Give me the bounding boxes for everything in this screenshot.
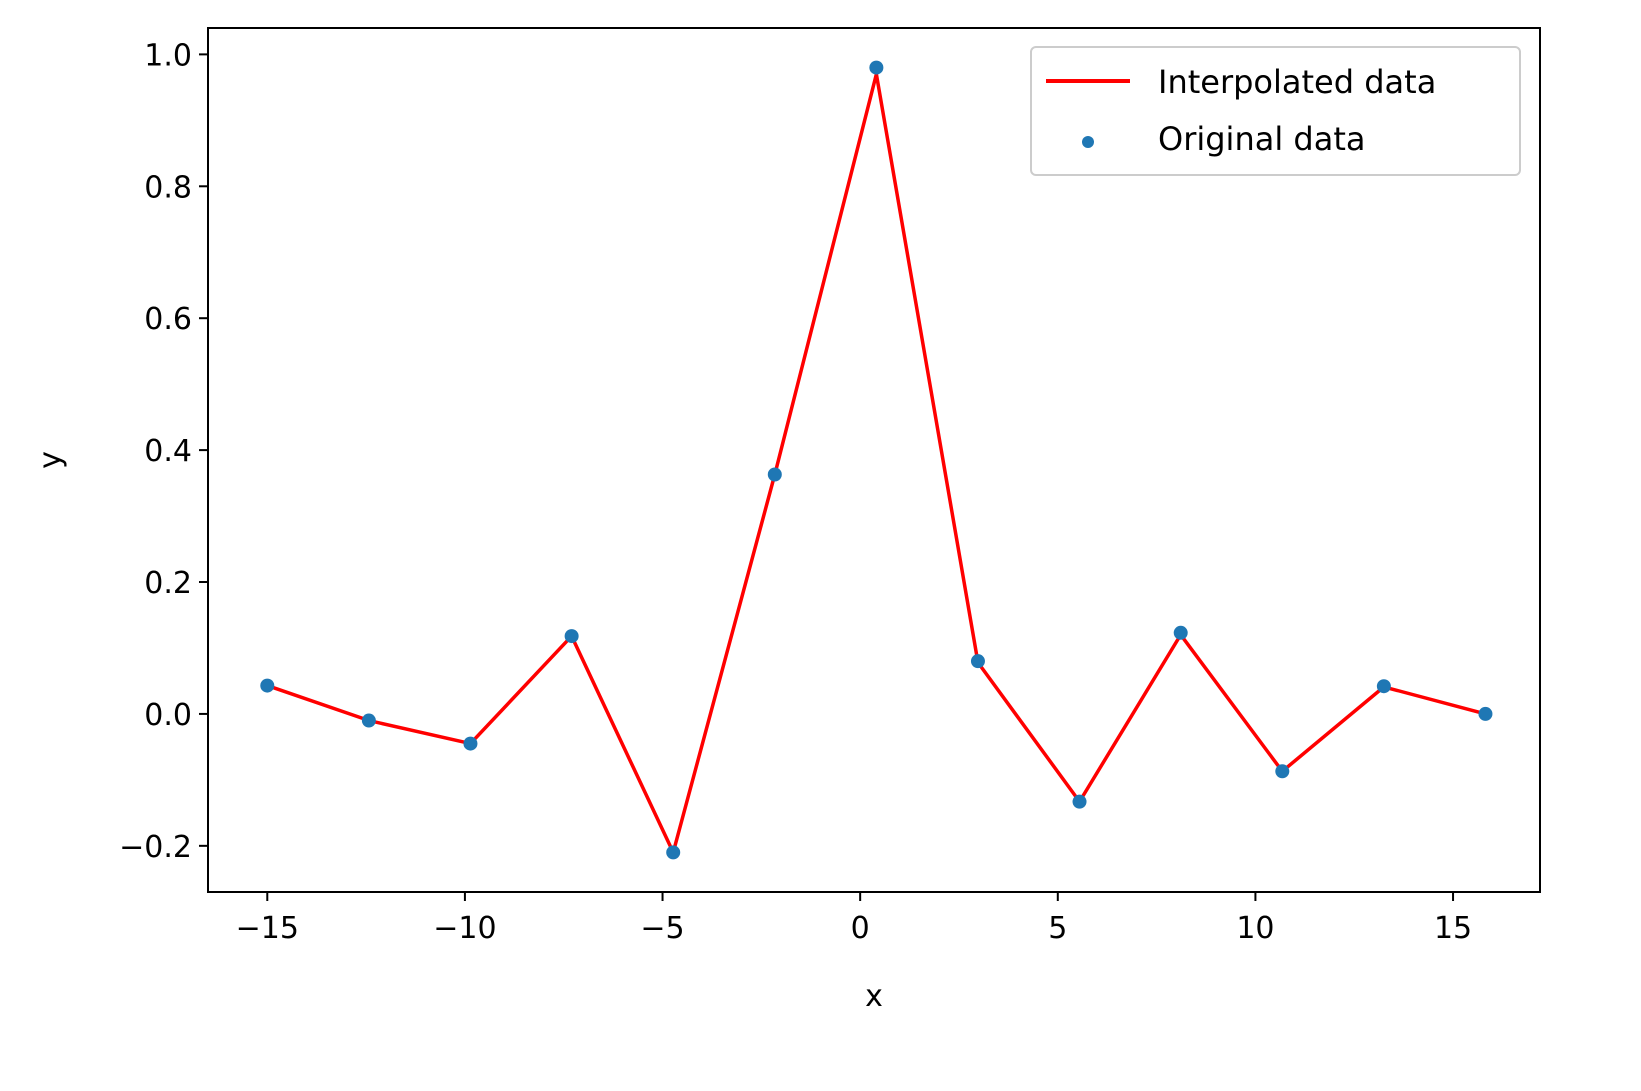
- original-data-point: [666, 845, 681, 860]
- original-data-point: [463, 736, 478, 751]
- interpolated-line: [265, 72, 1488, 855]
- legend-dot-swatch: [1082, 136, 1094, 148]
- y-tick-label: 0.0: [144, 698, 192, 733]
- original-data-point: [260, 678, 275, 693]
- interpolated-line-segment: [367, 718, 473, 746]
- original-data-point: [869, 60, 884, 75]
- legend-label-original: Original data: [1158, 120, 1365, 158]
- original-data-point: [767, 467, 782, 482]
- y-tick-label: 0.6: [144, 302, 192, 337]
- original-data-points: [260, 60, 1493, 860]
- ticks-layer: −15 −10 −5 0 5 10 15 −0.2 0.0 0.2 0.4 0.6 0.8 1.0: [119, 38, 1472, 946]
- interpolated-line-segment: [468, 634, 574, 746]
- interpolated-line-segment: [874, 72, 980, 665]
- original-data-point: [361, 713, 376, 728]
- y-tick-label: 0.4: [144, 434, 192, 469]
- interpolated-line-segment: [1382, 685, 1488, 716]
- x-tick-label: −5: [640, 911, 684, 946]
- original-data-point: [564, 629, 579, 644]
- y-tick-label: 1.0: [144, 38, 192, 73]
- original-data-point: [1376, 679, 1391, 694]
- interpolated-line-segment: [671, 472, 777, 855]
- x-tick-label: 0: [851, 911, 870, 946]
- original-data-point: [1275, 764, 1290, 779]
- interpolated-line-segment: [265, 683, 371, 723]
- y-tick-label: 0.8: [144, 170, 192, 205]
- plot-layer: [260, 60, 1493, 860]
- x-tick-label: 5: [1048, 911, 1067, 946]
- original-data-point: [1072, 794, 1087, 809]
- interpolated-line-segment: [1077, 633, 1183, 804]
- interpolated-line-segment: [1280, 685, 1386, 774]
- x-tick-label: 10: [1236, 911, 1274, 946]
- x-tick-label: 15: [1434, 911, 1472, 946]
- interpolated-line-segment: [569, 634, 675, 855]
- legend-label-interpolated: Interpolated data: [1158, 63, 1436, 101]
- x-tick-label: −15: [236, 911, 299, 946]
- original-data-point: [1173, 625, 1188, 640]
- x-axis-label: x: [865, 979, 883, 1014]
- interpolated-line-segment: [773, 72, 879, 477]
- original-data-point: [970, 654, 985, 669]
- y-tick-label: −0.2: [119, 830, 192, 865]
- interpolated-line-segment: [976, 660, 1082, 804]
- y-axis-label: y: [33, 451, 68, 469]
- axes-frame: [207, 27, 1541, 893]
- y-tick-label: 0.2: [144, 566, 192, 601]
- legend-box: [1030, 46, 1521, 176]
- x-tick-label: −10: [433, 911, 496, 946]
- legend: Interpolated data Original data: [1030, 46, 1521, 176]
- original-data-point: [1478, 706, 1493, 721]
- interpolated-line-segment: [1178, 633, 1285, 774]
